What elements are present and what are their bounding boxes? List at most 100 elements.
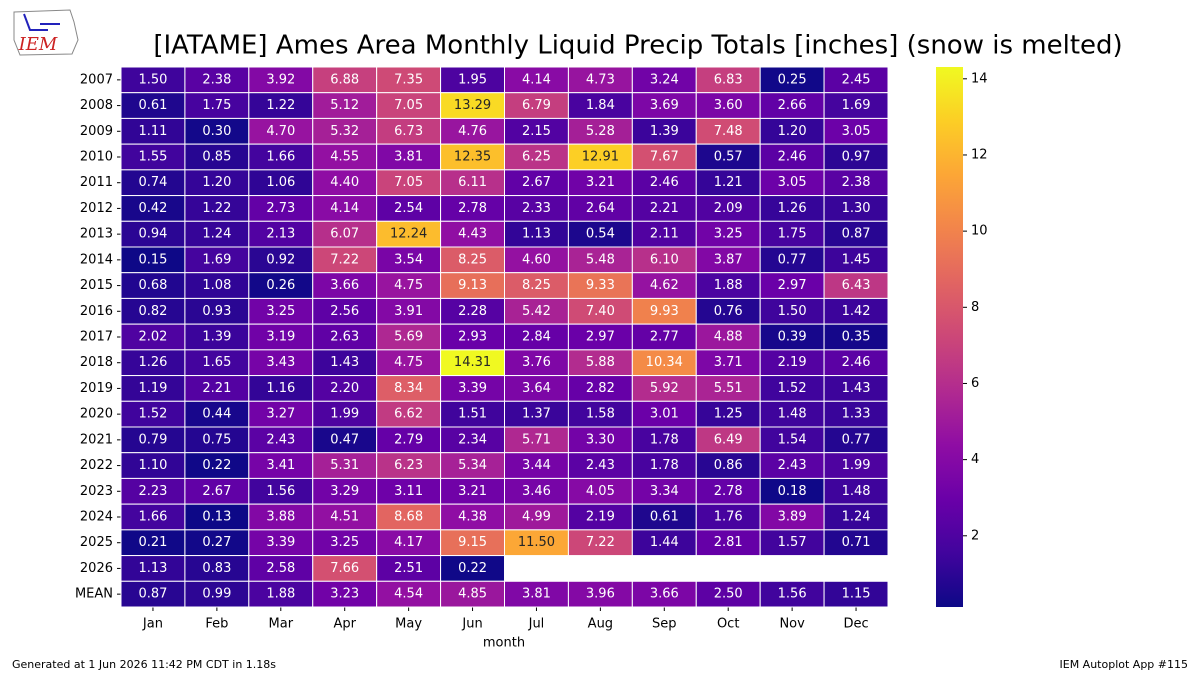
cell-label: 6.10: [650, 252, 679, 267]
heatmap-cell: [440, 92, 506, 119]
heatmap-cell: [631, 323, 697, 351]
y-tick-label: 2013: [80, 227, 113, 242]
cell-label: 3.34: [650, 484, 679, 499]
cell-label: 1.25: [714, 407, 743, 422]
cell-label: 1.48: [778, 407, 807, 422]
cell-label: 6.07: [330, 227, 359, 242]
cell-label: 4.73: [586, 72, 615, 87]
cell-label: 0.77: [842, 432, 871, 447]
cell-label: 2.38: [202, 72, 231, 87]
heatmap-cell: [440, 503, 506, 531]
cell-label: 7.05: [394, 98, 423, 113]
heatmap-cell: [504, 349, 569, 377]
cell-label: 7.05: [394, 175, 423, 190]
cell-label: 5.12: [330, 98, 359, 113]
heatmap-cell: [504, 246, 569, 274]
cell-label: 7.67: [650, 150, 679, 165]
heatmap-cell: [440, 297, 506, 325]
heatmap-cell: [504, 323, 569, 351]
cell-label: 1.22: [266, 98, 295, 113]
y-tick-label: 2014: [80, 252, 113, 267]
cell-label: 2.73: [266, 201, 295, 216]
cell-label: 4.14: [522, 72, 551, 87]
heatmap-cell: [312, 220, 378, 248]
colorbar-tick-label: 14: [971, 71, 988, 86]
colorbar-tick-label: 10: [971, 224, 988, 239]
cell-label: 2.66: [778, 98, 807, 113]
cell-label: 1.69: [202, 252, 231, 267]
logo-text: IEM: [18, 34, 58, 55]
cell-label: 8.34: [394, 381, 423, 396]
cell-label: 2.67: [202, 484, 231, 499]
cell-label: 0.68: [138, 278, 167, 293]
cell-label: 4.38: [458, 510, 487, 525]
cell-label: 0.83: [202, 561, 231, 576]
cell-label: 0.93: [202, 304, 231, 319]
cell-label: 8.68: [394, 510, 423, 525]
cell-label: 4.43: [458, 227, 487, 242]
heatmap-cell: [759, 297, 825, 325]
cell-label: 0.25: [778, 72, 807, 87]
cell-label: 0.76: [714, 304, 743, 319]
heatmap-cell: [440, 220, 506, 248]
heatmap-cell: [120, 375, 186, 402]
heatmap-cell: [376, 555, 442, 582]
cell-label: 6.83: [714, 72, 743, 87]
cell-label: 9.13: [458, 278, 487, 293]
heatmap-cell: [759, 92, 825, 119]
cell-label: 2.15: [522, 124, 551, 139]
cell-label: 1.45: [842, 252, 871, 267]
heatmap-cell: [376, 297, 442, 325]
cell-label: 1.75: [778, 227, 807, 242]
cell-label: 0.15: [138, 252, 167, 267]
heatmap-cell: [567, 452, 633, 479]
heatmap-cell: [120, 349, 186, 377]
cell-label: 3.46: [522, 484, 551, 499]
heatmap-cell: [631, 169, 697, 197]
x-tick-label: May: [395, 617, 422, 632]
heatmap-cell: [567, 143, 633, 171]
cell-label: 1.08: [202, 278, 231, 293]
heatmap-cell: [631, 143, 697, 171]
cell-label: 2.43: [778, 458, 807, 473]
cell-label: 6.11: [458, 175, 487, 190]
cell-label: 4.55: [330, 150, 359, 165]
heatmap-cell: [695, 529, 761, 557]
cell-label: 5.42: [522, 304, 551, 319]
cell-label: 5.92: [650, 381, 679, 396]
heatmap-cell: [248, 349, 314, 377]
cell-label: 5.51: [714, 381, 743, 396]
heatmap-cell: [440, 529, 506, 557]
cell-label: 2.33: [522, 201, 551, 216]
y-tick-label: 2011: [80, 175, 113, 190]
cell-label: 1.20: [202, 175, 231, 190]
cell-label: 2.34: [458, 432, 487, 447]
heatmap-cell: [695, 272, 761, 299]
cell-label: 2.46: [778, 150, 807, 165]
heatmap-cell: [567, 323, 633, 351]
heatmap-cell: [376, 272, 442, 299]
heatmap-cell: [695, 246, 761, 274]
heatmap-cell: [631, 477, 697, 505]
cell-label: 1.50: [778, 304, 807, 319]
cell-label: 1.22: [202, 201, 231, 216]
heatmap-cell: [504, 503, 569, 531]
cell-label: 5.31: [330, 458, 359, 473]
heatmap-cell: [823, 375, 889, 402]
cell-label: 4.99: [522, 510, 551, 525]
heatmap-cell: [248, 580, 314, 608]
heatmap-cell: [631, 452, 697, 479]
heatmap-cell: [823, 169, 889, 197]
heatmap-cell: [120, 503, 186, 531]
cell-label: 0.42: [138, 201, 167, 216]
heatmap-cell: [248, 297, 314, 325]
cell-label: 2.64: [586, 201, 615, 216]
x-tick-label: Aug: [588, 617, 613, 632]
cell-label: 7.66: [330, 561, 359, 576]
cell-label: 4.75: [394, 278, 423, 293]
cell-label: 1.30: [842, 201, 871, 216]
cell-label: 0.39: [778, 330, 807, 345]
cell-label: 1.51: [458, 407, 487, 422]
cell-label: 2.19: [586, 510, 615, 525]
